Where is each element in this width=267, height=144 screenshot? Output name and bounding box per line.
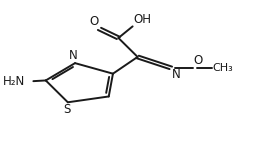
Text: CH₃: CH₃ (212, 63, 233, 73)
Text: S: S (63, 103, 70, 116)
Text: N: N (69, 49, 77, 62)
Text: N: N (172, 68, 181, 81)
Text: H₂N: H₂N (2, 75, 25, 88)
Text: OH: OH (133, 13, 151, 26)
Text: O: O (89, 15, 98, 28)
Text: O: O (193, 54, 203, 67)
